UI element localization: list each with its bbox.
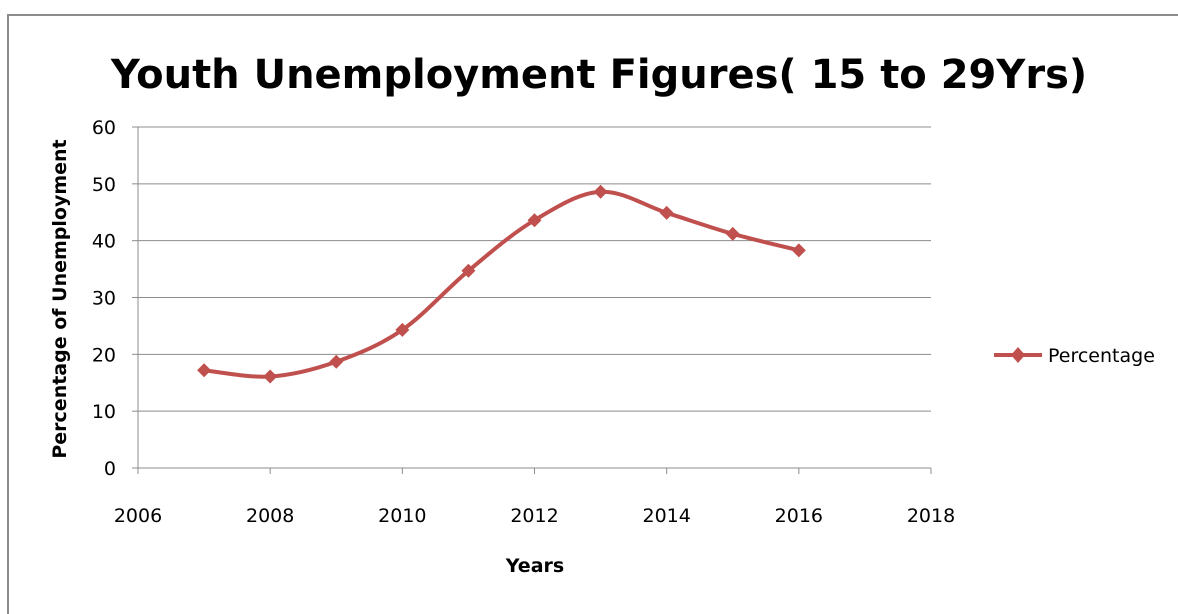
data-point-2015 bbox=[725, 226, 740, 241]
x-tick-label-2014: 2014 bbox=[642, 505, 690, 527]
data-point-2010 bbox=[395, 322, 410, 337]
data-point-2016 bbox=[791, 243, 806, 258]
y-tick-label-40: 40 bbox=[92, 231, 116, 253]
data-point-2012 bbox=[527, 213, 542, 228]
y-tick-label-30: 30 bbox=[92, 288, 116, 310]
chart-title: Youth Unemployment Figures( 15 to 29Yrs) bbox=[110, 52, 1087, 98]
data-point-2014 bbox=[659, 205, 674, 220]
data-point-2008 bbox=[263, 369, 278, 384]
y-tick-labels: 0 10 20 30 40 50 60 bbox=[92, 117, 116, 480]
x-tick-labels: 2006 2008 2010 2012 2014 2016 2018 bbox=[114, 505, 955, 527]
y-tick-label-0: 0 bbox=[104, 458, 116, 480]
x-tick-label-2018: 2018 bbox=[907, 505, 955, 527]
x-tick-label-2012: 2012 bbox=[510, 505, 558, 527]
data-point-2013 bbox=[593, 184, 608, 199]
data-point-2009 bbox=[329, 354, 344, 369]
chart-frame bbox=[7, 14, 1178, 614]
legend: Percentage bbox=[994, 345, 1155, 367]
y-axis-title: Percentage of Unemployment bbox=[49, 139, 71, 458]
legend-label-percentage: Percentage bbox=[1048, 345, 1155, 367]
y-tick-label-50: 50 bbox=[92, 174, 116, 196]
y-tick-label-60: 60 bbox=[92, 117, 116, 139]
x-tick-label-2008: 2008 bbox=[246, 505, 294, 527]
legend-marker-diamond bbox=[1011, 347, 1025, 363]
grid-lines bbox=[138, 126, 931, 412]
axes bbox=[132, 126, 932, 474]
data-point-2007 bbox=[197, 363, 212, 378]
x-tick-label-2006: 2006 bbox=[114, 505, 162, 527]
x-tick-label-2010: 2010 bbox=[378, 505, 426, 527]
y-tick-label-10: 10 bbox=[92, 401, 116, 423]
x-tick-label-2016: 2016 bbox=[775, 505, 823, 527]
x-axis-title: Years bbox=[505, 555, 564, 577]
y-tick-label-20: 20 bbox=[92, 344, 116, 366]
data-point-2011 bbox=[461, 263, 476, 278]
series-line-percentage bbox=[202, 189, 801, 379]
series-group bbox=[197, 184, 806, 384]
